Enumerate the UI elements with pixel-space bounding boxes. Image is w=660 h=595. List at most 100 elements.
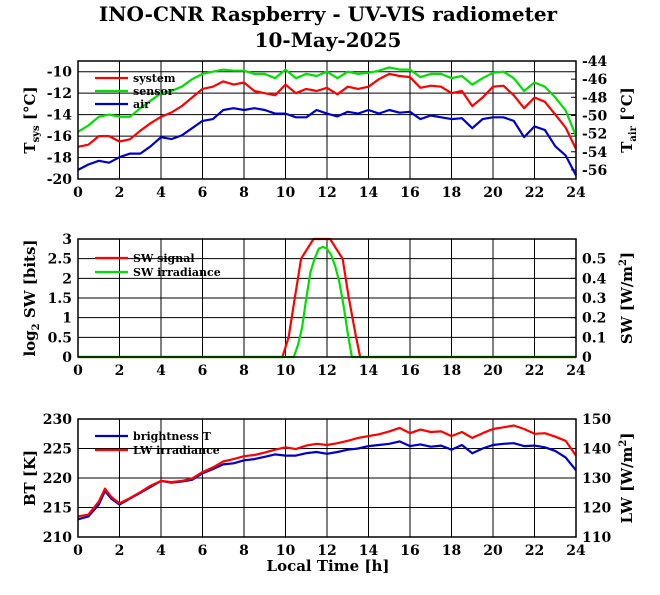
chart-date: 10-May-2025 [255,28,402,52]
y-tick-label-left: 220 [43,471,72,487]
legend-label: LW irradiance [133,444,220,457]
legend-label: air [133,98,150,111]
y-tick-label-right: -52 [582,127,607,143]
legend-label: brightness T [133,430,212,443]
y-tick-label-right: -56 [582,163,607,179]
plot-frame [77,238,577,358]
y-tick-label-right: 0.3 [582,291,606,307]
x-tick-label: 4 [156,543,166,559]
y-tick-label-right: -46 [582,72,607,88]
panel-2: 0 2 4 6 8 10 12 14 16 18 20 22 2432.521.510.500.50.4… [21,232,636,379]
series-line-lw-irradiance [77,424,577,518]
legend-label: SW irradiance [133,266,221,279]
x-tick-label: 0 [73,543,83,559]
y-axis-label-right: LW [W/m2] [618,433,636,524]
y-tick-label-right: 130 [582,471,611,487]
plot-frame [77,418,577,538]
y-axis-label-left: Tsys [°C] [21,86,42,153]
x-tick-label: 2 [115,185,125,201]
y-tick-label-right: -48 [582,90,607,106]
y-tick-label-left: 0.5 [48,330,72,346]
y-tick-label-left: -20 [47,172,73,188]
legend-label: system [133,72,176,85]
y-tick-label-right: 120 [582,501,611,517]
y-tick-label-left: 2.5 [48,252,72,268]
x-tick-label: 24 [566,185,586,201]
x-tick-label: 12 [317,185,336,201]
y-tick-label-left: 3 [62,232,72,248]
y-tick-label-left: 210 [43,530,72,546]
y-tick-label-left: -14 [47,108,73,124]
x-tick-label: 2 [115,363,125,379]
x-tick-label: 0 [73,185,83,201]
x-tick-label: 10 [276,185,296,201]
x-tick-label: 12 [317,363,336,379]
x-tick-label: 22 [525,185,544,201]
panel-1: 0 2 4 6 8 10 12 14 16 18 20 22 24-10-12-14-16-18-20-… [21,54,639,201]
y-axis-label-left: log2 SW [bits] [21,239,42,356]
y-tick-label-left: 215 [43,501,72,517]
x-tick-label: 6 [198,185,208,201]
y-tick-label-left: 1.5 [48,291,72,307]
x-tick-label: 20 [483,185,503,201]
y-tick-label-left: -10 [47,65,73,81]
y-tick-label-right: 0 [582,350,592,366]
y-tick-label-left: -18 [47,151,72,167]
y-tick-label-left: 1 [62,311,72,327]
x-axis-label: Local Time [h] [267,557,390,575]
y-tick-label-left: 2 [62,271,72,287]
y-tick-label-left: -16 [47,129,72,145]
x-tick-label: 6 [198,543,208,559]
y-tick-label-right: 0.4 [582,271,607,287]
y-tick-label-right: 140 [582,442,611,458]
x-tick-label: 8 [239,543,249,559]
x-tick-label: 18 [442,543,461,559]
y-tick-label-right: 0.1 [582,330,606,346]
x-tick-label: 2 [115,543,125,559]
x-tick-label: 8 [239,363,249,379]
y-tick-label-right: 0.2 [582,311,606,327]
x-tick-label: 8 [239,185,249,201]
y-axis-label-right: Tair [°C] [618,87,639,153]
x-tick-label: 24 [566,363,586,379]
x-tick-label: 22 [525,543,544,559]
x-tick-label: 20 [483,543,503,559]
x-tick-label: 22 [525,363,544,379]
x-tick-label: 16 [400,185,419,201]
plot-frame [77,60,577,180]
y-axis-label-right: SW [W/m2] [618,252,636,344]
x-tick-label: 10 [276,543,296,559]
x-tick-label: 4 [156,363,166,379]
x-tick-label: 6 [198,363,208,379]
x-tick-label: 12 [317,543,336,559]
y-tick-label-right: -44 [582,54,608,70]
x-tick-label: 4 [156,185,166,201]
x-tick-label: 14 [359,185,379,201]
y-tick-label-right: -50 [582,108,608,124]
y-tick-label-right: 110 [582,530,611,546]
legend-label: SW signal [133,252,195,265]
y-axis-label-left: BT [K] [21,450,39,506]
series-line-system [77,72,577,150]
y-tick-label-right: 150 [582,412,611,428]
y-tick-label-left: 225 [43,442,72,458]
y-tick-label-left: -12 [47,86,72,102]
x-tick-label: 16 [400,363,419,379]
x-tick-label: 24 [566,543,586,559]
panels: 0 2 4 6 8 10 12 14 16 18 20 22 24-10-12-14-16-18-20-… [21,54,639,559]
y-tick-label-left: 0 [62,350,72,366]
series-line-sensor [77,66,578,137]
y-tick-label-right: -54 [582,145,608,161]
y-tick-label-right: 0.5 [582,252,606,268]
x-tick-label: 14 [359,543,379,559]
x-tick-label: 0 [73,363,83,379]
y-tick-label-left: 230 [43,412,72,428]
series-line-sw-irradiance [78,245,576,359]
x-tick-label: 18 [442,363,461,379]
x-tick-label: 10 [276,363,296,379]
x-tick-label: 20 [483,363,503,379]
x-tick-label: 14 [359,363,379,379]
chart-title: INO-CNR Raspberry - UV-VIS radiometer [99,2,558,26]
x-tick-label: 18 [442,185,461,201]
